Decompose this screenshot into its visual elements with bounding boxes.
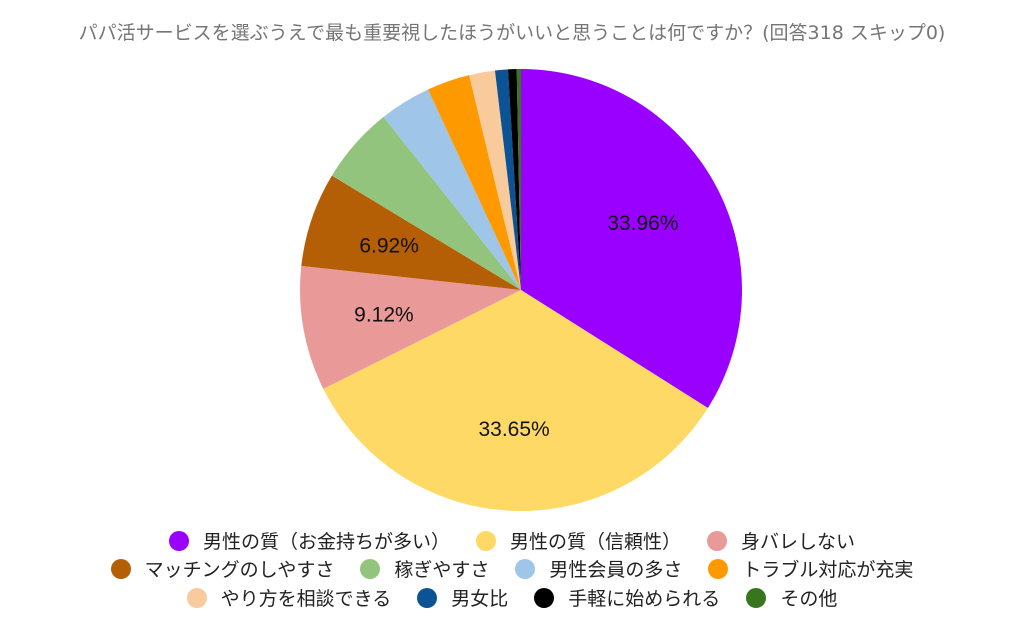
legend-item: マッチングのしやすさ xyxy=(110,555,335,582)
legend-color-dot-icon xyxy=(708,558,729,579)
legend-item: 手軽に始められる xyxy=(534,584,720,611)
pie-slice xyxy=(521,69,743,408)
legend-color-dot-icon xyxy=(534,587,555,608)
pie-slice xyxy=(323,290,708,512)
legend-row-2: マッチングのしやすさ 稼ぎやすさ 男性会員の多さ トラブル対応が充実 xyxy=(0,555,1024,582)
legend-label: やり方を相談できる xyxy=(220,588,392,610)
legend-row-1: 男性の質（お金持ちが多い） 男性の質（信頼性） 身バレしない xyxy=(0,527,1024,554)
legend-label: 男性の質（信頼性） xyxy=(509,531,681,553)
slice-percentage-label: 6.92% xyxy=(359,234,419,257)
legend-item: 男性の質（お金持ちが多い） xyxy=(168,527,450,554)
legend-color-dot-icon xyxy=(168,530,189,551)
slice-percentage-label: 33.96% xyxy=(607,212,678,235)
legend-item: 稼ぎやすさ xyxy=(360,555,489,582)
legend-label: その他 xyxy=(780,588,838,610)
legend-row-3: やり方を相談できる 男女比 手軽に始められる その他 xyxy=(0,584,1024,611)
pie-slice xyxy=(300,265,521,389)
slice-percentage-label: 9.12% xyxy=(354,304,414,327)
legend-item: トラブル対応が充実 xyxy=(708,555,913,582)
pie-chart: 33.96% 33.65% 9.12% 6.92% xyxy=(300,69,743,512)
legend-label: 男女比 xyxy=(451,588,509,610)
legend-item: 男性の質（信頼性） xyxy=(475,527,681,554)
legend-label: 稼ぎやすさ xyxy=(394,559,490,581)
pie-slice xyxy=(383,89,521,290)
legend-color-dot-icon xyxy=(186,587,207,608)
legend-color-dot-icon xyxy=(515,558,536,579)
pie-slice xyxy=(494,69,521,290)
pie-slice xyxy=(469,70,521,291)
legend-label: 男性会員の多さ xyxy=(549,559,683,581)
legend-label: 男性の質（お金持ちが多い） xyxy=(202,531,450,553)
legend-label: トラブル対応が充実 xyxy=(742,559,914,581)
legend-label: 身バレしない xyxy=(741,531,856,553)
legend-color-dot-icon xyxy=(360,558,381,579)
legend-color-dot-icon xyxy=(110,558,131,579)
pie-slice xyxy=(507,69,521,290)
legend-label: 手軽に始められる xyxy=(568,588,721,610)
pie-slice xyxy=(516,69,521,290)
slice-percentage-label: 33.65% xyxy=(478,418,549,441)
legend-color-dot-icon xyxy=(746,587,767,608)
pie-slice xyxy=(428,75,521,290)
pie-slice xyxy=(331,116,521,290)
legend-color-dot-icon xyxy=(417,587,438,608)
legend-color-dot-icon xyxy=(475,530,496,551)
pie-slice xyxy=(301,175,521,290)
chart-title: パパ活サービスを選ぶうえで最も重要視したほうがいいと思うことは何ですか？(回答3… xyxy=(78,22,946,44)
legend-item: 男女比 xyxy=(417,584,508,611)
legend-item: その他 xyxy=(746,584,837,611)
legend-item: 身バレしない xyxy=(707,527,855,554)
legend-item: やり方を相談できる xyxy=(186,584,392,611)
legend-color-dot-icon xyxy=(707,530,727,551)
legend-item: 男性会員の多さ xyxy=(515,555,682,582)
legend-label: マッチングのしやすさ xyxy=(144,559,335,581)
